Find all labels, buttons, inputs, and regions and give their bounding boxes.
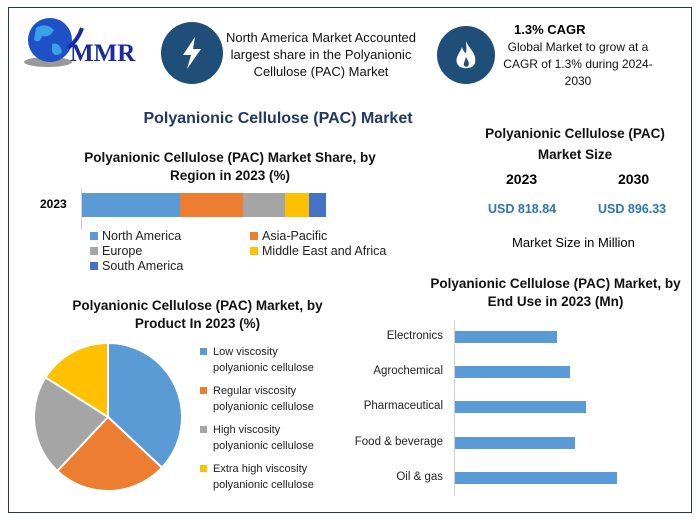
bar-segment-north-america: [82, 193, 180, 217]
market-year-2023: 2023: [506, 171, 538, 187]
globe-icon: [24, 18, 84, 67]
legend-label: South America: [102, 259, 184, 273]
legend-item: Middle East and Africa: [250, 244, 410, 258]
legend-item: Europe: [90, 244, 250, 258]
bar-label: Electronics: [386, 330, 443, 342]
bar-electronics: [455, 331, 557, 343]
region-legend: North America Asia-Pacific Europe Middle Ea…: [90, 229, 410, 273]
bar-label: Agrochemical: [373, 365, 443, 378]
region-chart-title: Polyanionic Cellulose (PAC) Market Share…: [84, 150, 376, 183]
market-value-2030: USD 896.33: [598, 202, 667, 216]
pie-slice: [33, 375, 110, 473]
enduse-axis-line: [454, 320, 455, 496]
region-stacked-bar: [82, 193, 326, 217]
bar-pharmaceutical: [455, 401, 586, 414]
bar-segment-europe: [243, 193, 285, 217]
cagr-text: Global Market to grow at a CAGR of 1.3% …: [503, 40, 653, 88]
legend-swatch: [200, 387, 207, 394]
legend-item: High viscosity polyanionic cellulose: [200, 422, 333, 454]
legend-swatch: [90, 232, 98, 240]
legend-item: South America: [90, 259, 250, 273]
legend-label: High viscosity polyanionic cellulose: [213, 424, 314, 452]
bar-oil-gas: [455, 471, 617, 484]
lightning-bolt-icon: [161, 22, 223, 84]
bar-label: Oil & gas: [396, 470, 443, 483]
legend-label: Middle East and Africa: [262, 244, 387, 258]
legend-swatch: [250, 247, 258, 255]
market-size-note: Market Size in Million: [512, 235, 635, 250]
legend-swatch: [90, 247, 98, 255]
highlight-text: North America Market Accounted largest s…: [225, 30, 417, 79]
legend-item: Extra high viscosity polyanionic cellulo…: [200, 461, 333, 493]
infographic-frame: [8, 7, 692, 513]
legend-item: Asia-Pacific: [250, 229, 410, 243]
bar-agrochemical: [455, 366, 571, 379]
legend-swatch: [90, 262, 98, 270]
product-pie-chart: [33, 341, 183, 492]
bar-food-beverage: [455, 436, 575, 449]
legend-label: Low viscosity polyanionic cellulose: [213, 346, 314, 374]
legend-label: North America: [102, 229, 182, 243]
market-size-title: Polyanionic Cellulose (PAC) Market Size: [485, 126, 665, 162]
bar-segment-middle-east-and-africa: [284, 193, 309, 217]
legend-item: Regular viscosity polyanionic cellulose: [200, 383, 333, 415]
legend-label: Europe: [102, 244, 143, 258]
mmr-logo: MMR: [18, 14, 143, 74]
product-chart-title: Polyanionic Cellulose (PAC) Market, by P…: [72, 298, 323, 331]
cagr-title: 1.3% CAGR: [514, 22, 586, 37]
legend-item: Low viscosity polyanionic cellulose: [200, 344, 333, 376]
legend-swatch: [200, 465, 207, 472]
bar-label: Food & beverage: [354, 435, 443, 448]
legend-label: Asia-Pacific: [262, 229, 328, 243]
legend-swatch: [200, 426, 207, 433]
region-axis-line: [81, 188, 82, 230]
region-category-label: 2023: [40, 197, 67, 211]
pie-slice: [44, 341, 109, 419]
legend-swatch: [200, 348, 207, 355]
flame-icon: [437, 26, 495, 84]
pie-slice: [55, 415, 164, 492]
bar-segment-asia-pacific: [179, 193, 244, 217]
legend-swatch: [250, 232, 258, 240]
legend-label: Regular viscosity polyanionic cellulose: [213, 385, 314, 413]
bar-label: Pharmaceutical: [363, 400, 443, 413]
logo-text: MMR: [70, 40, 136, 67]
legend-label: Extra high viscosity polyanionic cellulo…: [213, 463, 314, 491]
market-value-2023: USD 818.84: [488, 202, 557, 216]
market-year-2030: 2030: [618, 171, 650, 187]
enduse-chart-title: Polyanionic Cellulose (PAC) Market, by E…: [430, 276, 681, 309]
main-title: Polyanionic Cellulose (PAC) Market: [143, 110, 413, 127]
legend-item: North America: [90, 229, 250, 243]
pie-slice: [107, 341, 183, 470]
bar-segment-south-america: [308, 193, 326, 217]
